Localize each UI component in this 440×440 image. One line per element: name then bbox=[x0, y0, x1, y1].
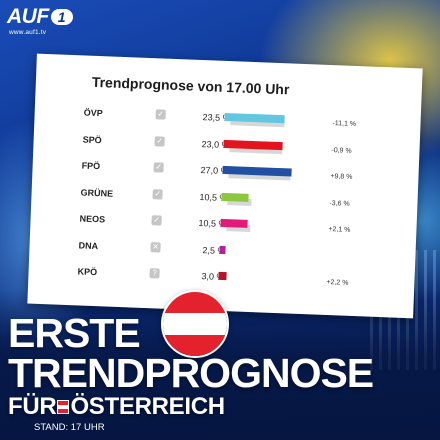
headline-line3: FÜR ÖSTERREICH bbox=[8, 393, 225, 421]
stand-label: STAND: 17 UHR bbox=[34, 422, 105, 433]
headline-line3-b: ÖSTERREICH bbox=[70, 393, 225, 420]
logo-number: 1 bbox=[50, 9, 73, 25]
party-delta: -3,6 % bbox=[329, 199, 350, 208]
party-delta: -0,9 % bbox=[331, 146, 352, 155]
check-icon: ✓ bbox=[153, 162, 164, 173]
party-bar bbox=[219, 245, 227, 254]
check-icon: ✓ bbox=[154, 135, 165, 147]
party-name: NEOS bbox=[79, 213, 106, 225]
party-delta: +2,1 % bbox=[328, 226, 351, 234]
party-bar bbox=[221, 192, 249, 202]
headline-line3-a: FÜR bbox=[8, 393, 57, 420]
party-delta: -11,1 % bbox=[332, 120, 357, 128]
party-delta: +2,2 % bbox=[326, 278, 349, 287]
party-bar bbox=[220, 218, 248, 228]
austria-flag-icon bbox=[161, 290, 229, 358]
party-name: KPÖ bbox=[77, 266, 98, 278]
party-bar bbox=[218, 271, 227, 281]
headline-line1: ERSTE bbox=[8, 310, 141, 356]
headline-line2: TRENDPROGNOSE bbox=[8, 350, 374, 396]
cross-icon: ✕ bbox=[150, 241, 161, 253]
auf1-logo: AUF 1 bbox=[7, 5, 73, 29]
check-icon: ✓ bbox=[155, 109, 166, 120]
party-delta: +9,8 % bbox=[330, 173, 353, 181]
check-icon: ✓ bbox=[152, 188, 163, 200]
card-title: Trendprognose von 17.00 Uhr bbox=[91, 73, 290, 98]
question-icon: ? bbox=[149, 268, 160, 279]
party-name: SPÖ bbox=[82, 134, 102, 145]
mini-flag-icon bbox=[57, 400, 70, 414]
logo-text: AUF bbox=[7, 5, 49, 28]
trendprognose-card: Trendprognose von 17.00 Uhr ÖVP ✓ 23,5 % -1… bbox=[27, 53, 423, 319]
party-name: ÖVP bbox=[83, 107, 103, 119]
check-icon: ✓ bbox=[151, 215, 162, 226]
party-name: FPÖ bbox=[81, 160, 101, 172]
party-name: DNA bbox=[78, 239, 99, 251]
logo-url: www.auf1.tv bbox=[9, 29, 47, 36]
party-name: GRÜNE bbox=[80, 186, 114, 199]
